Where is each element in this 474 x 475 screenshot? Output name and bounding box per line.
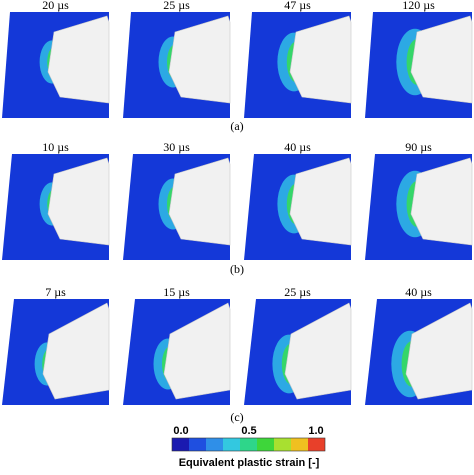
free-edge xyxy=(123,299,135,405)
colorbar-tick: 0.0 xyxy=(173,425,188,437)
panel-time: 10 µs xyxy=(42,140,69,154)
panel-time: 20 µs xyxy=(42,0,69,12)
simulation-panel xyxy=(244,154,352,260)
tool xyxy=(47,157,110,246)
free-edge xyxy=(2,12,10,118)
tool xyxy=(42,302,110,400)
tool xyxy=(410,157,473,246)
panel-time: 47 µs xyxy=(284,0,311,12)
simulation-panel xyxy=(365,154,473,260)
colorbar-title: Equivalent plastic strain [-] xyxy=(179,457,320,469)
free-edge xyxy=(244,154,254,260)
colorbar-tick: 0.5 xyxy=(241,425,256,437)
tool xyxy=(410,15,473,104)
free-edge xyxy=(244,299,256,405)
panel-time: 40 µs xyxy=(284,140,311,154)
tool xyxy=(405,302,473,400)
panel-time: 25 µs xyxy=(163,0,190,12)
tool xyxy=(168,157,231,246)
tool xyxy=(47,15,110,104)
tool xyxy=(168,15,231,104)
simulation-panel xyxy=(244,299,352,405)
panel-time: 7 µs xyxy=(45,285,66,299)
free-edge xyxy=(2,154,12,260)
simulation-panel xyxy=(123,154,231,260)
free-edge xyxy=(2,299,14,405)
free-edge xyxy=(365,299,377,405)
tool xyxy=(289,157,352,246)
simulation-panel xyxy=(2,12,110,118)
free-edge xyxy=(123,154,133,260)
free-edge xyxy=(365,12,373,118)
simulation-panel xyxy=(123,299,231,405)
simulation-panel xyxy=(244,12,352,118)
panel-time: 15 µs xyxy=(163,285,190,299)
simulation-panel xyxy=(2,299,110,405)
simulation-panel xyxy=(365,12,473,118)
simulation-panel xyxy=(2,154,110,260)
simulation-panel xyxy=(123,12,231,118)
tool xyxy=(163,302,231,400)
panel-time: 40 µs xyxy=(405,285,432,299)
panel-time: 90 µs xyxy=(405,140,432,154)
free-edge xyxy=(123,12,131,118)
free-edge xyxy=(244,12,252,118)
free-edge xyxy=(365,154,375,260)
colorbar xyxy=(171,437,326,452)
row-label: (c) xyxy=(230,410,243,424)
panel-time: 120 µs xyxy=(402,0,435,12)
panel-time: 25 µs xyxy=(284,285,311,299)
tool xyxy=(289,15,352,104)
panel-time: 30 µs xyxy=(163,140,190,154)
row-label: (b) xyxy=(230,262,244,276)
row-label: (a) xyxy=(230,119,243,133)
simulation-panel xyxy=(365,299,473,405)
tool xyxy=(284,302,352,400)
colorbar-tick: 1.0 xyxy=(308,425,323,437)
